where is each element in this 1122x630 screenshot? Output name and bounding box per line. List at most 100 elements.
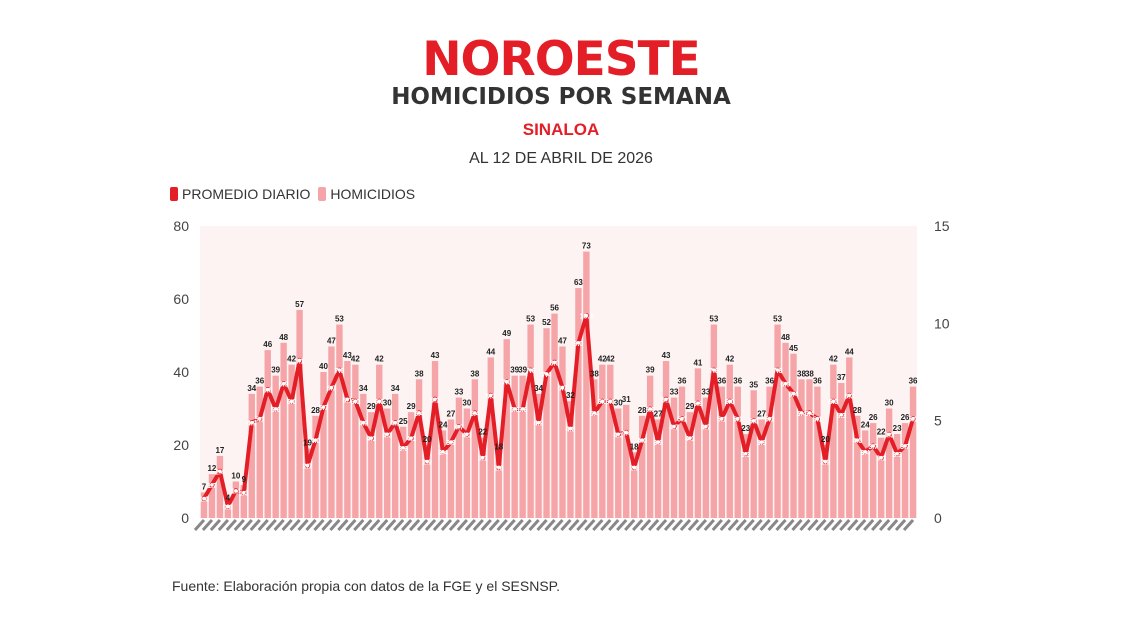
- line-point: [432, 396, 438, 402]
- bar: [901, 423, 909, 518]
- line-data-label: 6.0: [605, 399, 615, 406]
- line-data-label: 0.6: [223, 504, 233, 511]
- bar-data-label: 26: [869, 413, 878, 422]
- line-point: [567, 425, 574, 432]
- bar: [224, 503, 232, 518]
- bar: [854, 415, 861, 518]
- x-tick-label: [361, 518, 373, 532]
- x-tick-label: [249, 518, 261, 532]
- bar: [830, 364, 837, 518]
- x-tick-label: [448, 518, 461, 532]
- line-data-label: 5.1: [908, 417, 918, 424]
- x-tick-label: [568, 518, 580, 532]
- line-data-label: 6.1: [430, 397, 440, 404]
- line-point: [257, 416, 263, 422]
- bar-data-label: 42: [287, 355, 296, 364]
- bar-data-label: 49: [502, 329, 511, 338]
- line-data-label: 5.9: [693, 401, 703, 408]
- x-tick-label: [655, 518, 668, 532]
- bar: [678, 386, 686, 518]
- y-left-tick-label: 0: [181, 510, 189, 526]
- x-tick-label: [592, 518, 604, 532]
- x-tick-label: [464, 518, 476, 532]
- line-point: [790, 390, 797, 397]
- bar-data-label: 36: [813, 377, 822, 386]
- line-data-label: 5.6: [271, 407, 281, 414]
- x-tick-label: [783, 518, 795, 532]
- line-point: [695, 400, 701, 406]
- line-point: [328, 384, 335, 391]
- bar-data-label: 20: [423, 435, 432, 444]
- bar: [376, 364, 383, 518]
- bar-data-label: 38: [470, 369, 479, 378]
- bar-data-label: 43: [343, 351, 352, 360]
- bar-data-label: 46: [263, 340, 272, 349]
- bar-data-label: 18: [630, 442, 639, 451]
- chart-subtitle: SINALOA: [522, 120, 600, 139]
- bar: [885, 408, 893, 518]
- bar-data-label: 43: [431, 351, 440, 360]
- line-data-label: 6.0: [350, 399, 360, 406]
- line-point: [878, 455, 884, 461]
- line-point: [671, 423, 677, 430]
- x-tick-label: [560, 518, 572, 532]
- line-data-label: 2.4: [215, 469, 225, 476]
- bar: [694, 368, 702, 518]
- line-data-label: 5.4: [470, 411, 480, 418]
- line-point: [344, 396, 350, 402]
- bar-data-label: 39: [518, 366, 527, 375]
- bar: [216, 455, 224, 518]
- x-tick-label: [201, 518, 214, 532]
- x-tick-label: [369, 518, 381, 532]
- line-point: [400, 445, 406, 451]
- line-point: [591, 410, 597, 416]
- line-point: [551, 359, 558, 365]
- bar: [479, 437, 487, 518]
- x-tick-label: [632, 518, 644, 532]
- bar-data-label: 10: [231, 472, 240, 481]
- line-data-label: 1.3: [239, 491, 249, 498]
- line-data-label: 7.6: [335, 368, 345, 375]
- bar: [607, 364, 614, 518]
- line-point: [312, 437, 319, 443]
- bar-data-label: 37: [837, 373, 846, 382]
- x-tick-label: [225, 518, 237, 532]
- x-tick-label: [456, 518, 468, 532]
- logo-text: NOROESTE: [422, 32, 701, 87]
- line-point: [535, 420, 542, 426]
- line-data-label: 6.1: [661, 397, 671, 404]
- x-tick-label: [576, 518, 588, 532]
- x-tick-label: [321, 518, 333, 532]
- bar-data-label: 42: [598, 355, 607, 364]
- bar: [352, 364, 359, 518]
- x-tick-label: [265, 518, 277, 532]
- x-tick-label: [424, 518, 437, 532]
- line-point: [336, 367, 343, 373]
- promedio-line: [202, 313, 915, 509]
- bar-data-label: 27: [654, 409, 663, 418]
- x-tick-label: [671, 518, 684, 532]
- line-point: [289, 398, 295, 404]
- bar-data-label: 18: [494, 442, 503, 451]
- bar: [399, 426, 407, 518]
- line-data-label: 6.3: [844, 393, 854, 400]
- bar-data-label: 20: [821, 435, 830, 444]
- bar-data-label: 48: [781, 333, 790, 342]
- line-data-label: 2.6: [629, 465, 639, 472]
- line-data-label: 3.9: [446, 440, 456, 447]
- x-tick-label: [345, 518, 357, 532]
- bar-data-label: 42: [606, 355, 615, 364]
- bar: [559, 346, 566, 518]
- bar: [750, 390, 757, 518]
- x-tick-label: [767, 518, 779, 532]
- line-point: [910, 416, 916, 422]
- line-point: [559, 384, 566, 391]
- line-data-label: 6.0: [725, 399, 735, 406]
- x-tick-label: [879, 518, 891, 532]
- bar: [527, 324, 534, 518]
- line-point: [607, 398, 613, 404]
- x-tick-label: [408, 518, 421, 532]
- line-data-label: 2.9: [821, 460, 831, 467]
- line-data-label: 3.4: [860, 450, 870, 457]
- legend-label-promedio: PROMEDIO DIARIO: [182, 186, 311, 202]
